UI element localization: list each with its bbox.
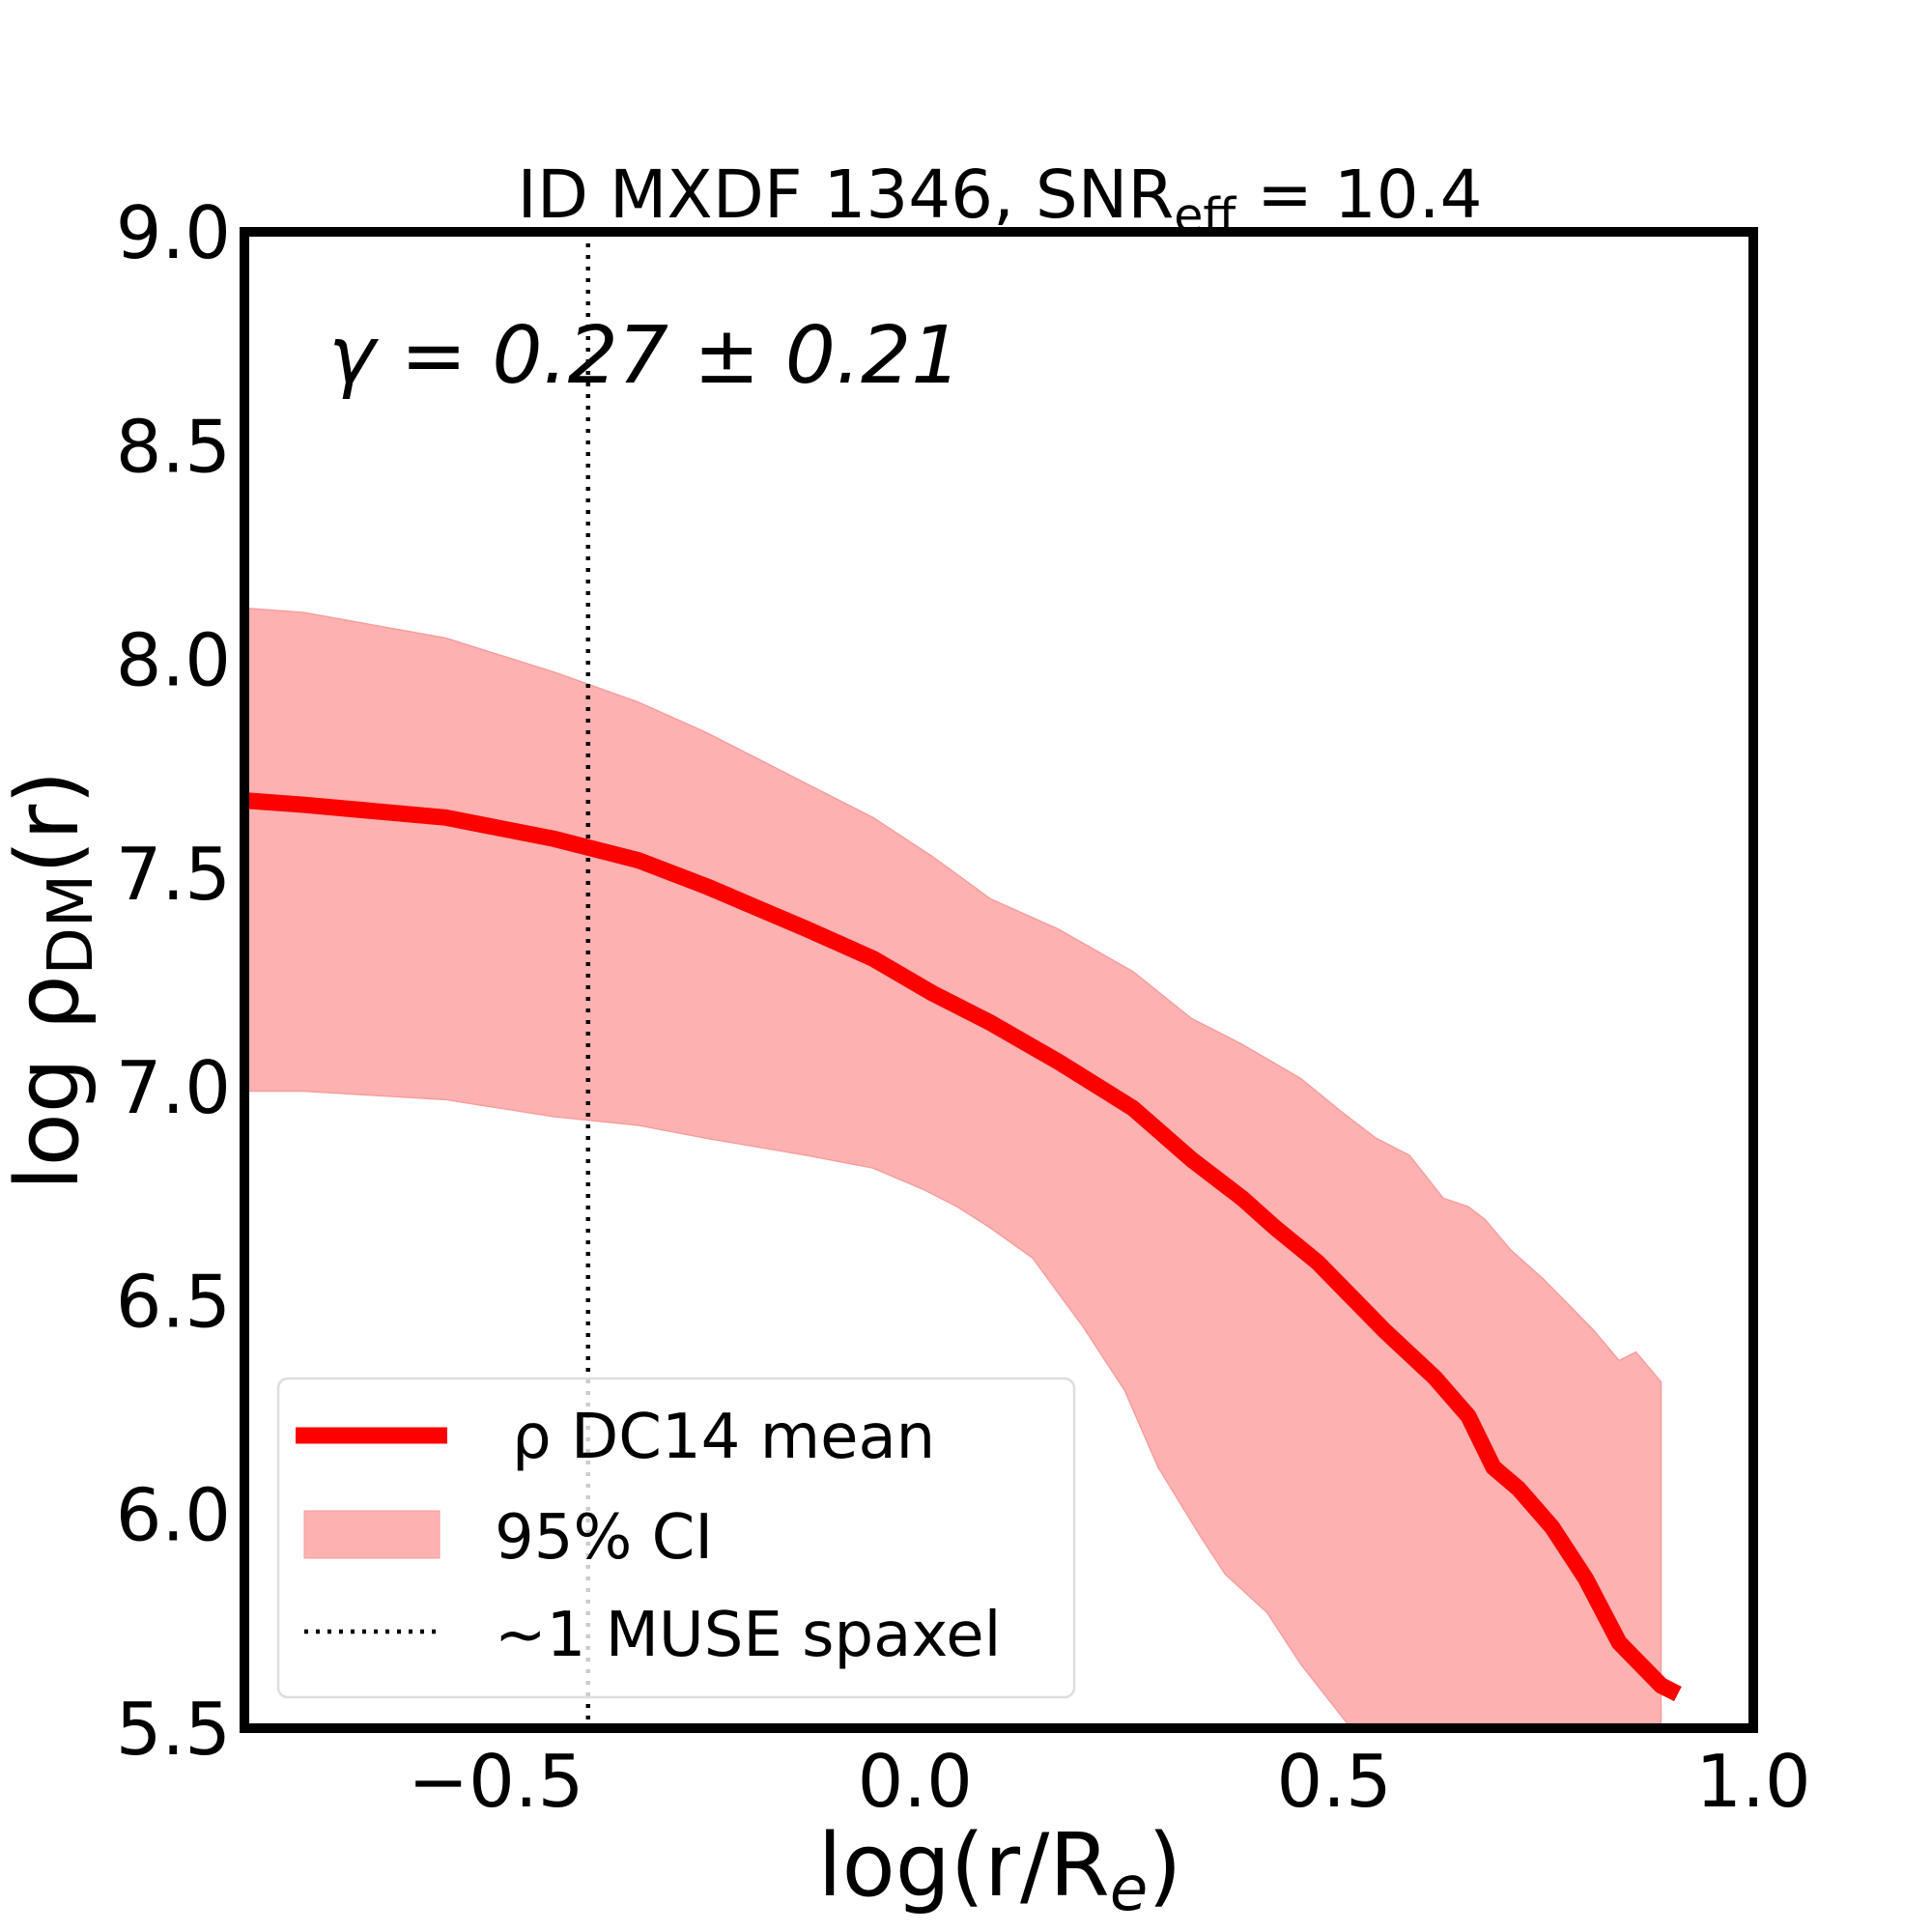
legend-band-label: 95% CI — [495, 1502, 713, 1574]
y-tick-label: 7.0 — [116, 1045, 231, 1130]
mean-line — [244, 792, 1682, 1702]
x-tick-label: 0.0 — [858, 1739, 973, 1824]
y-tick-label: 8.5 — [116, 404, 231, 489]
legend: ρ DC14 mean 95% CI ~1 MUSE spaxel — [276, 1377, 1076, 1699]
y-tick-label: 6.5 — [116, 1259, 231, 1344]
x-tick-label: 1.0 — [1695, 1739, 1810, 1824]
x-tick-label: 0.5 — [1276, 1739, 1391, 1824]
x-axis-label: log(r/Re) — [818, 1815, 1182, 1925]
plot-frame — [240, 227, 1758, 1733]
legend-box — [276, 1377, 1076, 1699]
legend-vline-label: ~1 MUSE spaxel — [495, 1600, 1001, 1671]
chart-title: ID MXDF 1346, SNReff = 10.4 — [517, 156, 1482, 243]
y-tick-label: 6.0 — [116, 1473, 231, 1558]
y-tick-label: 7.5 — [116, 832, 231, 917]
gamma-annotation: γ = 0.27 ± 0.21 — [328, 310, 961, 402]
y-tick-label: 5.5 — [116, 1687, 231, 1772]
y-tick-label: 8.0 — [116, 618, 231, 703]
legend-mean-label: ρ DC14 mean — [512, 1402, 935, 1473]
legend-band-swatch — [303, 1510, 440, 1559]
x-tick-label: −0.5 — [408, 1739, 583, 1824]
y-axis-label: log ρDM(r) — [0, 771, 107, 1191]
ci-band — [244, 607, 1662, 1728]
y-tick-label: 9.0 — [116, 190, 231, 275]
